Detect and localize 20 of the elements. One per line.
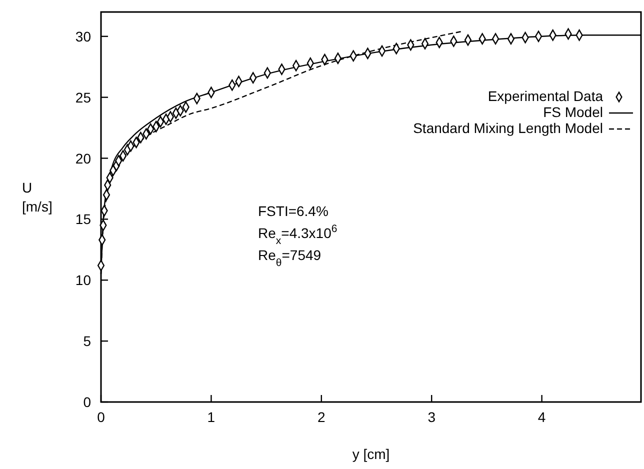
annotation: Re$_{x}$=4.3x10$^{6}$ — [258, 223, 338, 247]
y-tick-label: 10 — [75, 272, 92, 288]
legend-label: FS Model — [543, 104, 603, 120]
annotation: FSTI=6.4% — [258, 203, 328, 219]
legend-label: Experimental Data — [488, 88, 604, 104]
y-tick-label: 5 — [83, 333, 92, 350]
y-tick-label: 25 — [75, 89, 92, 106]
x-axis-title: y [cm] — [352, 446, 390, 462]
x-tick-label: 3 — [428, 409, 436, 425]
y-tick-label: 20 — [75, 150, 92, 166]
annotation: Re$_{θ}$=7549 — [258, 247, 322, 269]
x-tick-label: 1 — [207, 409, 216, 425]
y-tick-label: 15 — [75, 211, 92, 228]
legend-label: Standard Mixing Length Model — [413, 120, 603, 136]
y-axis-title: U [m/s] — [22, 179, 52, 214]
y-tick-label: 30 — [75, 28, 92, 44]
x-tick-label: 0 — [97, 409, 106, 425]
y-tick-label: 0 — [83, 394, 92, 410]
x-tick-label: 4 — [538, 409, 546, 425]
x-tick-label: 2 — [318, 409, 326, 425]
